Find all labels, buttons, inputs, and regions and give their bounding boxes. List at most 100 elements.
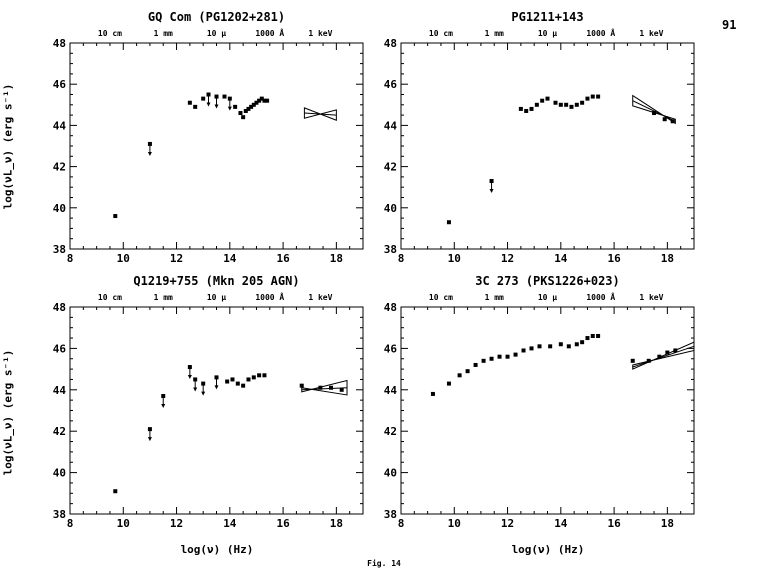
xray-slope-line <box>632 100 676 122</box>
data-point <box>489 356 494 361</box>
x-tick-label: 18 <box>330 252 343 265</box>
page-number: 91 <box>722 18 737 32</box>
y-tick-label: 40 <box>53 202 66 215</box>
data-point <box>339 387 344 392</box>
data-point <box>524 108 529 113</box>
data-point <box>596 94 601 99</box>
upper-limit-arrowhead <box>193 387 198 392</box>
data-point <box>529 106 534 111</box>
y-tick-label: 40 <box>53 467 66 480</box>
data-point <box>540 98 545 103</box>
x-tick-label: 16 <box>276 252 290 265</box>
y-tick-label: 40 <box>384 467 397 480</box>
top-axis-label: 1 mm <box>485 29 504 38</box>
upper-limit-arrowhead <box>214 385 219 390</box>
figure-label: Fig. 14 <box>367 559 401 568</box>
top-axis-label: 10 cm <box>98 293 122 302</box>
upper-limit-arrowhead <box>147 151 152 156</box>
data-point <box>590 333 595 338</box>
x-tick-label: 12 <box>170 252 183 265</box>
data-point <box>241 115 246 120</box>
x-tick-label: 16 <box>276 517 290 530</box>
y-tick-label: 38 <box>384 243 397 256</box>
x-tick-label: 14 <box>554 252 568 265</box>
upper-limit-arrowhead <box>214 104 219 109</box>
y-tick-label: 40 <box>384 202 397 215</box>
top-axis-label: 1000 Å <box>255 292 284 302</box>
x-tick-label: 14 <box>554 517 568 530</box>
data-point <box>446 220 451 225</box>
data-point <box>299 383 304 388</box>
xray-bowtie <box>301 379 348 396</box>
data-point <box>657 354 662 359</box>
data-point <box>518 106 523 111</box>
data-point <box>505 354 510 359</box>
y-tick-label: 38 <box>384 508 397 521</box>
data-point <box>113 489 118 494</box>
x-tick-label: 8 <box>398 517 405 530</box>
data-point <box>465 369 470 374</box>
panel-title: PG1211+143 <box>511 10 583 24</box>
data-point <box>225 379 230 384</box>
x-tick-label: 18 <box>661 252 674 265</box>
data-point <box>246 377 251 382</box>
x-tick-label: 10 <box>448 252 461 265</box>
x-tick-label: 10 <box>117 252 130 265</box>
top-axis-label: 10 cm <box>98 29 122 38</box>
data-point <box>580 100 585 105</box>
data-point <box>246 106 251 111</box>
data-point <box>238 111 243 116</box>
upper-limit-arrowhead <box>147 437 152 442</box>
data-point <box>262 98 267 103</box>
top-axis-label: 1 mm <box>154 29 173 38</box>
plot-frame <box>400 306 695 515</box>
y-tick-label: 48 <box>384 301 397 314</box>
panel-title: 3C 273 (PKS1226+023) <box>475 274 620 288</box>
data-point <box>259 96 264 101</box>
data-point <box>446 381 451 386</box>
y-tick-label: 44 <box>53 119 67 132</box>
upper-limit-arrowhead <box>227 106 232 111</box>
panel-title: GQ Com (PG1202+281) <box>148 10 285 24</box>
data-point <box>430 391 435 396</box>
y-tick-label: 44 <box>384 384 398 397</box>
data-point <box>652 111 657 116</box>
top-axis-label: 10 cm <box>429 293 453 302</box>
data-point <box>222 94 227 99</box>
data-point <box>630 358 635 363</box>
top-axis-label: 10 μ <box>207 29 226 38</box>
x-tick-label: 12 <box>170 517 183 530</box>
upper-limit-arrowhead <box>187 375 192 380</box>
x-tick-label: 8 <box>398 252 405 265</box>
xray-bowtie <box>632 94 676 125</box>
top-axis-label: 1000 Å <box>255 28 284 38</box>
data-point <box>481 358 486 363</box>
x-axis-label-right: log(ν) (Hz) <box>511 543 585 556</box>
y-tick-label: 38 <box>53 508 66 521</box>
data-point <box>457 373 462 378</box>
y-tick-label: 38 <box>53 243 66 256</box>
x-tick-label: 14 <box>223 252 237 265</box>
data-point <box>193 104 198 109</box>
xray-slope-line <box>301 387 348 391</box>
data-point <box>662 117 667 122</box>
xray-slope-line <box>304 112 337 116</box>
y-tick-label: 42 <box>53 161 66 174</box>
top-axis-label: 1 keV <box>308 29 332 38</box>
y-tick-label: 42 <box>384 161 397 174</box>
y-tick-label: 46 <box>53 78 67 91</box>
data-point <box>251 375 256 380</box>
x-tick-label: 18 <box>330 517 343 530</box>
data-point <box>235 381 240 386</box>
plot-frame <box>69 306 364 515</box>
data-point <box>113 214 118 219</box>
top-axis-label: 1 keV <box>639 293 663 302</box>
plot-frame <box>69 42 364 250</box>
x-tick-label: 12 <box>501 517 514 530</box>
y-tick-label: 42 <box>53 425 66 438</box>
x-tick-label: 18 <box>661 517 674 530</box>
data-point <box>473 362 478 367</box>
y-tick-label: 46 <box>384 342 398 355</box>
data-point <box>513 352 518 357</box>
data-point <box>265 98 270 103</box>
